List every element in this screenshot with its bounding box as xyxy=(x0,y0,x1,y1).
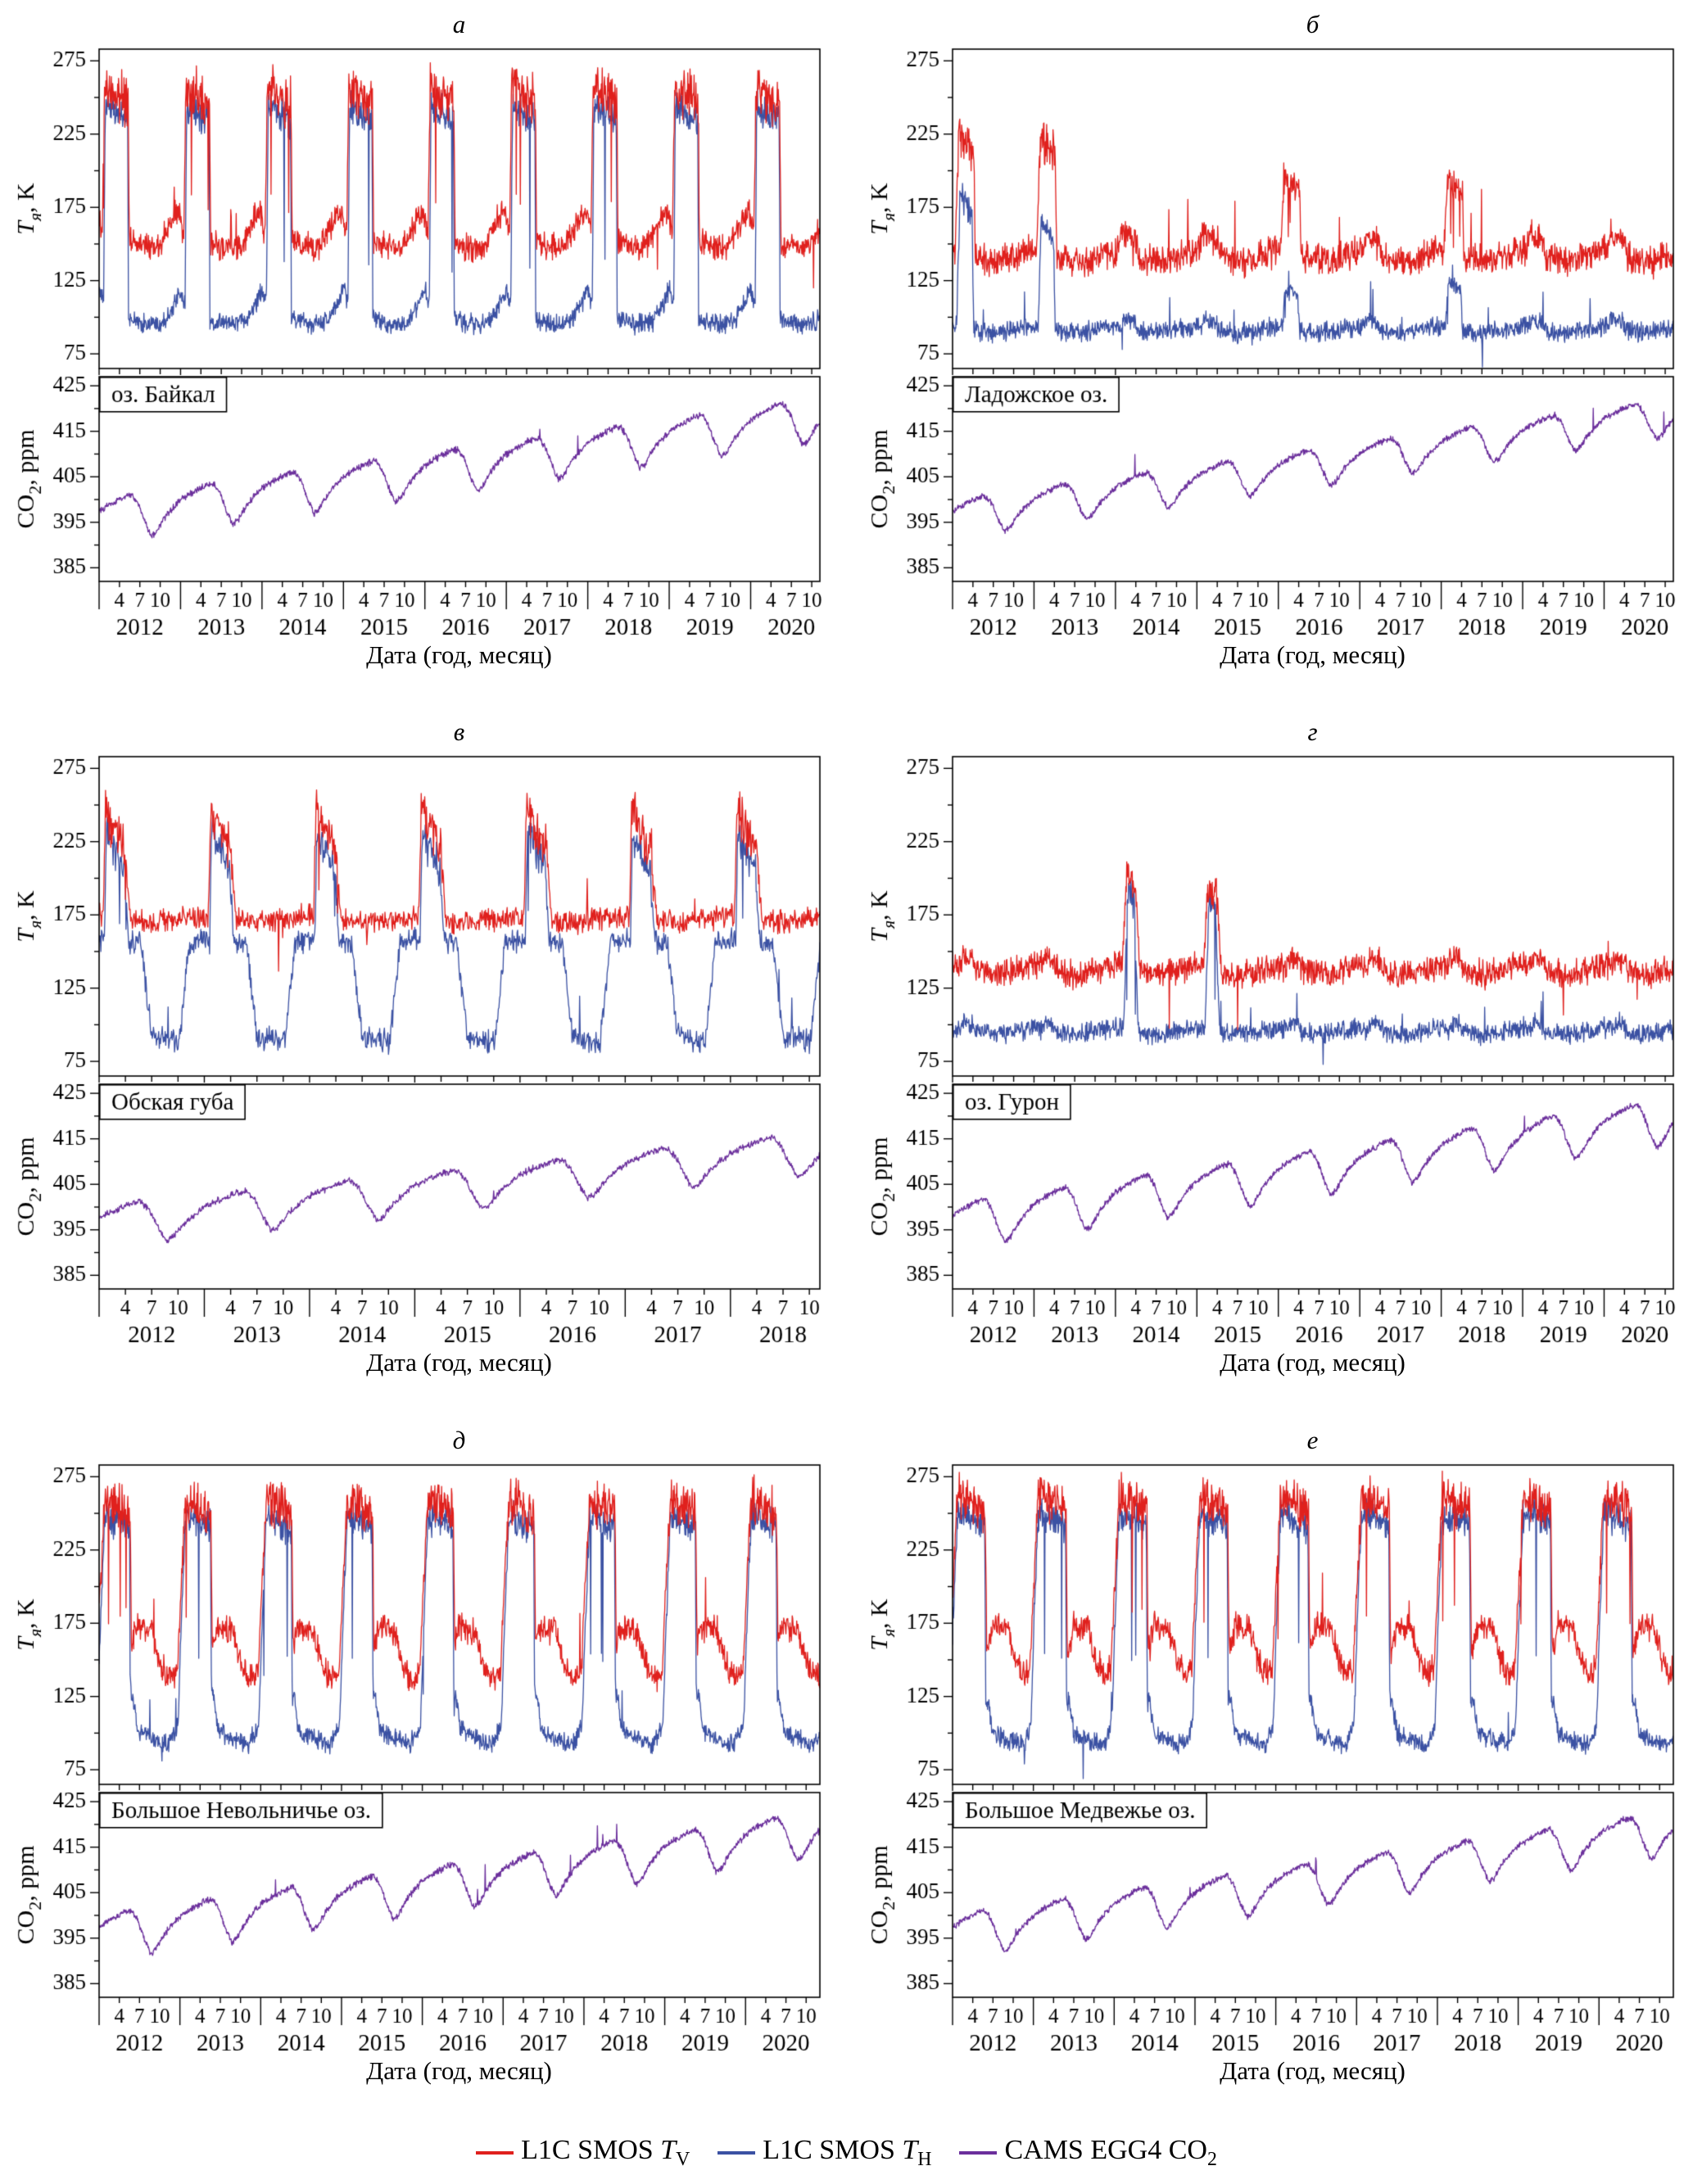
co2-line-swatch xyxy=(959,2151,998,2155)
legend-label-th: L1C SMOS TH xyxy=(763,2135,932,2170)
panel-v-chart xyxy=(7,748,833,1349)
legend: L1C SMOS TV L1C SMOS TH CAMS EGG4 CO2 xyxy=(476,2135,1217,2171)
panel-d-title: д xyxy=(452,1425,466,1454)
panel-b-chart xyxy=(860,41,1686,640)
panel-a-x-axis-title: Дата (год, месяц) xyxy=(366,640,552,669)
panel-a-chart xyxy=(7,41,833,640)
figure-row-3: д Дата (год, месяц) е Дата (год, месяц) xyxy=(7,1424,1686,2094)
panel-e: е Дата (год, месяц) xyxy=(860,1424,1686,2094)
figure-row-2: в Дата (год, месяц) г Дата (год, месяц) xyxy=(7,716,1686,1386)
figure-row-1: а Дата (год, месяц) б Дата (год, месяц) xyxy=(7,8,1686,678)
panel-g: г Дата (год, месяц) xyxy=(860,716,1686,1386)
panel-d-chart xyxy=(7,1456,833,2056)
panel-e-title: е xyxy=(1306,1425,1319,1454)
legend-label-tv: L1C SMOS TV xyxy=(521,2135,690,2170)
tv-line-swatch xyxy=(476,2151,514,2155)
legend-item-th: L1C SMOS TH xyxy=(717,2135,931,2171)
panel-b-x-axis-title: Дата (год, месяц) xyxy=(1220,640,1406,669)
panel-b-title: б xyxy=(1306,10,1320,38)
panel-d: д Дата (год, месяц) xyxy=(7,1424,833,2094)
legend-item-tv: L1C SMOS TV xyxy=(476,2135,690,2171)
panel-v: в Дата (год, месяц) xyxy=(7,716,833,1386)
panel-a: а Дата (год, месяц) xyxy=(7,8,833,678)
panel-d-x-axis-title: Дата (год, месяц) xyxy=(366,2055,552,2085)
panel-g-title: г xyxy=(1307,717,1318,747)
th-line-swatch xyxy=(717,2151,756,2155)
legend-label-co2: CAMS EGG4 CO2 xyxy=(1004,2135,1217,2170)
panel-v-title: в xyxy=(453,717,465,747)
panel-e-x-axis-title: Дата (год, месяц) xyxy=(1220,2055,1406,2085)
panel-a-title: а xyxy=(452,10,466,38)
panel-v-x-axis-title: Дата (год, месяц) xyxy=(366,1348,552,1377)
panel-g-x-axis-title: Дата (год, месяц) xyxy=(1220,1348,1406,1377)
panel-e-chart xyxy=(860,1456,1686,2056)
panel-b: б Дата (год, месяц) xyxy=(860,8,1686,678)
panel-g-chart xyxy=(860,748,1686,1349)
legend-item-co2: CAMS EGG4 CO2 xyxy=(959,2135,1217,2171)
